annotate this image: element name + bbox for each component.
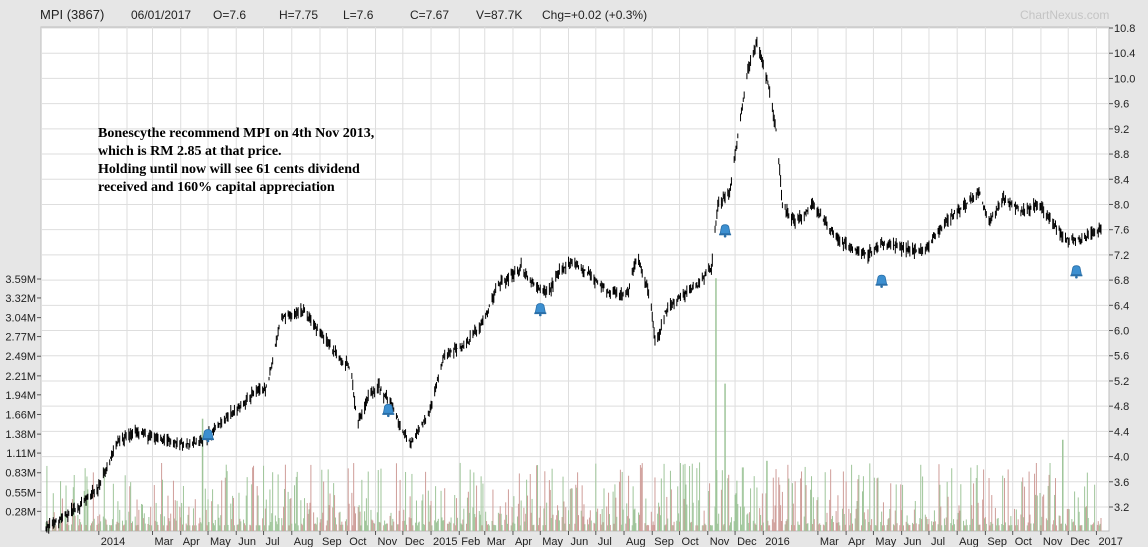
brand-watermark: ChartNexus.com	[1020, 8, 1110, 22]
price-tick-label: 6.4	[1114, 300, 1129, 312]
time-tick-label: Aug	[959, 536, 979, 547]
time-axis: 2014 Mar Apr May Jun Jul Aug Sep Oct Nov Dec 2015 Fe…	[98, 531, 1123, 547]
low-label: L=7.6	[343, 8, 374, 22]
volume-tick-label: 2.77M	[5, 332, 36, 344]
price-tick-label: 4.8	[1114, 401, 1129, 413]
price-tick-label: 9.2	[1114, 124, 1129, 136]
price-tick-label: 10.0	[1114, 73, 1135, 85]
time-tick-label: Aug	[294, 536, 314, 547]
price-tick-label: 7.2	[1114, 250, 1129, 262]
price-tick-label: 4.4	[1114, 426, 1129, 438]
volume-tick-label: 0.55M	[5, 487, 36, 499]
volume-tick-label: 2.21M	[5, 371, 36, 383]
price-tick-label: 6.8	[1114, 275, 1129, 287]
price-tick-label: 3.2	[1114, 502, 1129, 514]
chart-header: MPI (3867) 06/01/2017 O=7.6 H=7.75 L=7.6…	[0, 0, 1148, 30]
time-tick-label: Sep	[987, 536, 1007, 547]
time-tick-label: 2014	[101, 536, 125, 547]
time-tick-label: Mar	[155, 536, 174, 547]
time-tick-label: Mar	[820, 536, 839, 547]
time-tick-label: Jul	[266, 536, 280, 547]
bell-icon	[1070, 265, 1083, 279]
volume-tick-label: 0.83M	[5, 468, 36, 480]
time-tick-label: 2016	[765, 536, 789, 547]
time-tick-label: 2015	[433, 536, 457, 547]
price-tick-label: 9.6	[1114, 99, 1129, 111]
price-tick-label: 4.0	[1114, 452, 1129, 464]
time-tick-label: Sep	[322, 536, 342, 547]
price-tick-label: 10.4	[1114, 48, 1135, 60]
time-tick-label: Jul	[598, 536, 612, 547]
signal-markers	[202, 224, 1083, 443]
time-tick-label: May	[542, 536, 563, 547]
volume-label: V=87.7K	[476, 8, 523, 22]
change-label: Chg=+0.02 (+0.3%)	[542, 8, 648, 22]
volume-tick-label: 3.32M	[5, 293, 36, 305]
price-tick-label: 6.0	[1114, 326, 1129, 338]
volume-tick-label: 1.94M	[5, 390, 36, 402]
time-tick-label: Jun	[904, 536, 922, 547]
price-tick-label: 5.2	[1114, 376, 1129, 388]
time-tick-label: May	[210, 536, 231, 547]
annotation-line: which is RM 2.85 at that price.	[98, 144, 282, 159]
time-tick-label: May	[875, 536, 896, 547]
time-tick-label: Oct	[1015, 536, 1032, 547]
time-tick-label: Nov	[1043, 536, 1063, 547]
price-tick-label: 3.6	[1114, 477, 1129, 489]
volume-axis: 3.59M 3.32M 3.04M 2.77M 2.49M 2.21M 1.94M 1.66M…	[5, 274, 41, 518]
time-tick-label: Feb	[461, 536, 480, 547]
annotation-line: received and 160% capital appreciation	[98, 180, 335, 195]
price-tick-label: 8.8	[1114, 149, 1129, 161]
high-label: H=7.75	[279, 8, 319, 22]
bell-icon	[202, 429, 214, 443]
time-tick-label: Jun	[570, 536, 588, 547]
volume-tick-label: 3.04M	[5, 313, 36, 325]
bell-icon	[534, 303, 547, 317]
time-tick-label: Apr	[515, 536, 532, 547]
price-tick-label: 8.0	[1114, 199, 1129, 211]
time-tick-label: Dec	[737, 536, 757, 547]
annotation-line: Holding until now will see 61 cents divi…	[98, 162, 360, 177]
volume-tick-label: 2.49M	[5, 351, 36, 363]
price-axis: 10.8 10.4 10.0 9.6 9.2 8.8 8.4 8.0 7.6 7.2 6.8 6.4 6…	[1109, 23, 1135, 514]
symbol-label: MPI (3867)	[40, 7, 105, 22]
bell-icon	[719, 224, 732, 238]
price-tick-label: 7.6	[1114, 225, 1129, 237]
time-tick-label: Dec	[405, 536, 425, 547]
volume-tick-label: 3.59M	[5, 274, 36, 286]
volume-tick-label: 1.66M	[5, 409, 36, 421]
bell-icon	[875, 274, 888, 288]
time-tick-label: Mar	[487, 536, 506, 547]
time-tick-label: Dec	[1070, 536, 1090, 547]
grid-lines	[41, 27, 1109, 531]
time-tick-label: 2017	[1098, 536, 1122, 547]
time-tick-label: Nov	[378, 536, 398, 547]
volume-bars	[45, 278, 1102, 531]
price-tick-label: 8.4	[1114, 174, 1129, 186]
time-tick-label: Aug	[626, 536, 646, 547]
price-tick-label: 10.8	[1114, 23, 1135, 35]
time-tick-label: Jun	[238, 536, 256, 547]
close-label: C=7.67	[410, 8, 450, 22]
time-tick-label: Nov	[710, 536, 730, 547]
time-tick-label: Sep	[654, 536, 674, 547]
annotation-note: Bonescythe recommend MPI on 4th Nov 2013…	[98, 125, 438, 197]
plot-area	[40, 26, 1110, 532]
volume-tick-label: 1.38M	[5, 429, 36, 441]
price-tick-label: 5.6	[1114, 351, 1129, 363]
volume-tick-label: 1.11M	[6, 448, 36, 460]
price-series	[45, 36, 1102, 534]
time-tick-label: Oct	[349, 536, 366, 547]
open-label: O=7.6	[213, 8, 247, 22]
date-label: 06/01/2017	[131, 8, 192, 22]
time-tick-label: Jul	[931, 536, 945, 547]
time-tick-label: Oct	[682, 536, 699, 547]
bell-icon	[382, 403, 395, 418]
time-tick-label: Apr	[848, 536, 865, 547]
volume-tick-label: 0.28M	[5, 506, 36, 518]
annotation-line: Bonescythe recommend MPI on 4th Nov 2013…	[98, 126, 375, 141]
time-tick-label: Apr	[183, 536, 200, 547]
